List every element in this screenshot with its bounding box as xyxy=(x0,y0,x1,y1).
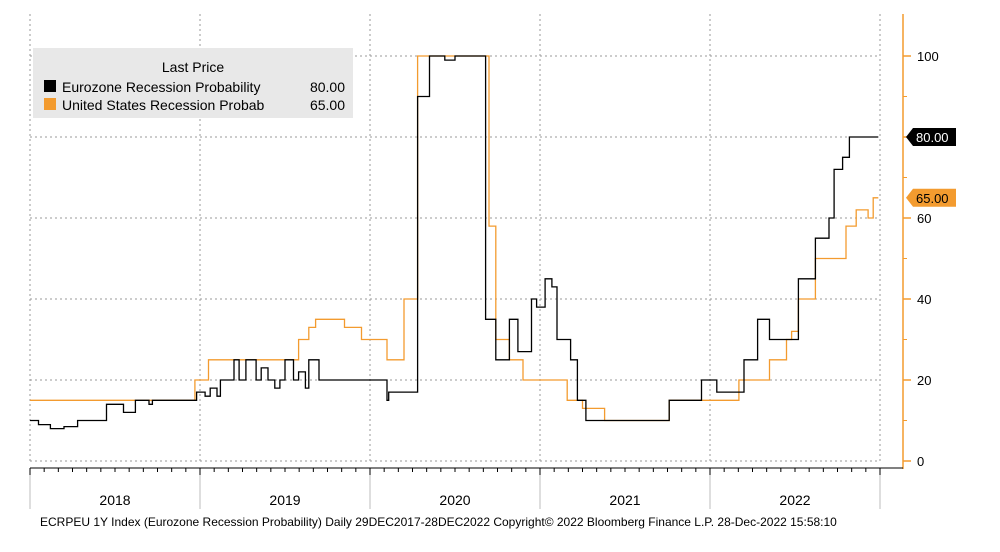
y-tick-label-20: 20 xyxy=(917,373,931,388)
chart-footer: ECRPEU 1Y Index (Eurozone Recession Prob… xyxy=(40,515,837,529)
y-tick-label-100: 100 xyxy=(917,49,939,64)
y-tick-label-40: 40 xyxy=(917,292,931,307)
legend-entry-eurozone-label: Eurozone Recession Probability xyxy=(62,79,260,95)
x-axis: 2018 2019 2020 2021 2022 xyxy=(29,467,903,508)
x-tick-label-2019: 2019 xyxy=(269,492,300,508)
legend-entry-eurozone-value: 80.00 xyxy=(310,79,345,95)
x-tick-label-2021: 2021 xyxy=(609,492,640,508)
x-tick-label-2020: 2020 xyxy=(439,492,470,508)
series-line-eurozone xyxy=(30,55,879,430)
legend-swatch-eurozone xyxy=(44,80,56,92)
y-tick-label-0: 0 xyxy=(917,454,924,469)
legend-entry-us-label: United States Recession Probab xyxy=(62,97,265,113)
last-value-tag-label-1: 65.00 xyxy=(916,191,949,206)
legend-entry-us-value: 65.00 xyxy=(310,97,345,113)
last-value-tag-1 xyxy=(906,188,956,207)
legend-title: Last Price xyxy=(162,59,224,75)
series-layer xyxy=(30,55,879,430)
x-tick-label-2018: 2018 xyxy=(99,492,130,508)
last-value-tags: 80.00 65.00 xyxy=(906,128,956,207)
year-dividers xyxy=(29,471,881,509)
y-tick-label-60: 60 xyxy=(917,211,931,226)
legend: Last Price Eurozone Recession Probabilit… xyxy=(33,48,353,118)
x-tick-label-2022: 2022 xyxy=(779,492,810,508)
legend-box xyxy=(33,48,353,118)
legend-swatch-us xyxy=(44,98,56,110)
last-value-tag-0 xyxy=(906,128,956,146)
last-value-tag-label-0: 80.00 xyxy=(916,130,949,145)
